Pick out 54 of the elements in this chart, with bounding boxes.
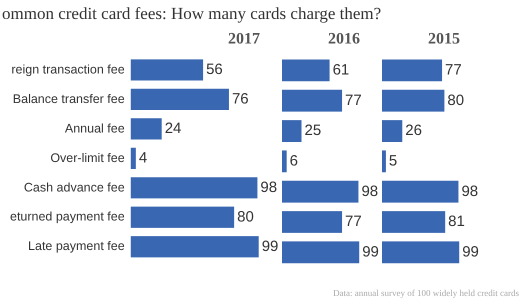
bar [282, 150, 287, 172]
bar [282, 211, 342, 233]
y-tick-label: Annual fee [64, 121, 125, 136]
data-label: 6 [290, 152, 298, 170]
bar [382, 211, 446, 233]
y-tick-label: Late payment fee [28, 239, 125, 254]
bar [130, 236, 259, 258]
data-label: 81 [448, 213, 465, 230]
data-label: 24 [164, 120, 182, 138]
data-label: 61 [332, 62, 350, 79]
data-label: 98 [361, 182, 378, 200]
bar [382, 180, 458, 203]
data-label: 98 [260, 178, 278, 196]
data-label: 77 [445, 62, 462, 79]
bar [282, 180, 358, 203]
bar [130, 59, 204, 81]
data-label: 26 [405, 122, 422, 140]
bar [282, 120, 302, 142]
data-label: 80 [447, 92, 464, 109]
data-label: 99 [462, 243, 479, 260]
chart-subtitle: 2016 [328, 30, 360, 48]
chart-subtitle: 2015 [428, 30, 460, 48]
data-label: 99 [262, 238, 278, 255]
y-tick-label: Cash advance fee [24, 180, 125, 194]
bar [282, 90, 342, 112]
data-label: 80 [237, 208, 254, 226]
data-label: 99 [362, 243, 379, 260]
y-tick-label: reign transaction fee [11, 62, 125, 76]
bar [282, 241, 360, 264]
bar [130, 206, 234, 228]
bar [130, 88, 229, 110]
bar [130, 148, 136, 169]
bar [282, 59, 330, 82]
data-label: 5 [388, 152, 398, 170]
bar [382, 120, 402, 142]
data-label: 25 [304, 122, 322, 140]
data-label: 76 [232, 90, 249, 108]
bar [382, 90, 444, 112]
bar [382, 150, 386, 172]
chart-title: ommon credit card fees: How many cards charge them? [2, 4, 382, 24]
bar [130, 118, 162, 140]
data-label: 98 [461, 182, 478, 200]
data-label: 77 [345, 92, 362, 109]
text: Data: annual survey of 100 widely held credit cards [333, 288, 519, 298]
y-tick-label: Balance transfer fee [12, 92, 125, 106]
chart-subtitle: 2017 [228, 30, 260, 48]
data-label: 77 [345, 213, 362, 230]
data-label: 4 [138, 149, 148, 166]
data-label: 56 [206, 61, 223, 78]
bar [382, 241, 460, 264]
bar [382, 59, 442, 82]
bar [130, 177, 258, 198]
y-tick-label: Over-limit fee [50, 150, 125, 165]
y-tick-label: eturned payment fee [10, 210, 125, 224]
